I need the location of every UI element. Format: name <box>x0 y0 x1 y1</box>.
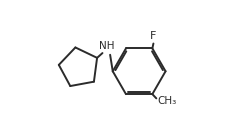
Text: F: F <box>150 31 157 41</box>
Text: NH: NH <box>99 41 114 51</box>
Text: CH₃: CH₃ <box>158 96 177 106</box>
